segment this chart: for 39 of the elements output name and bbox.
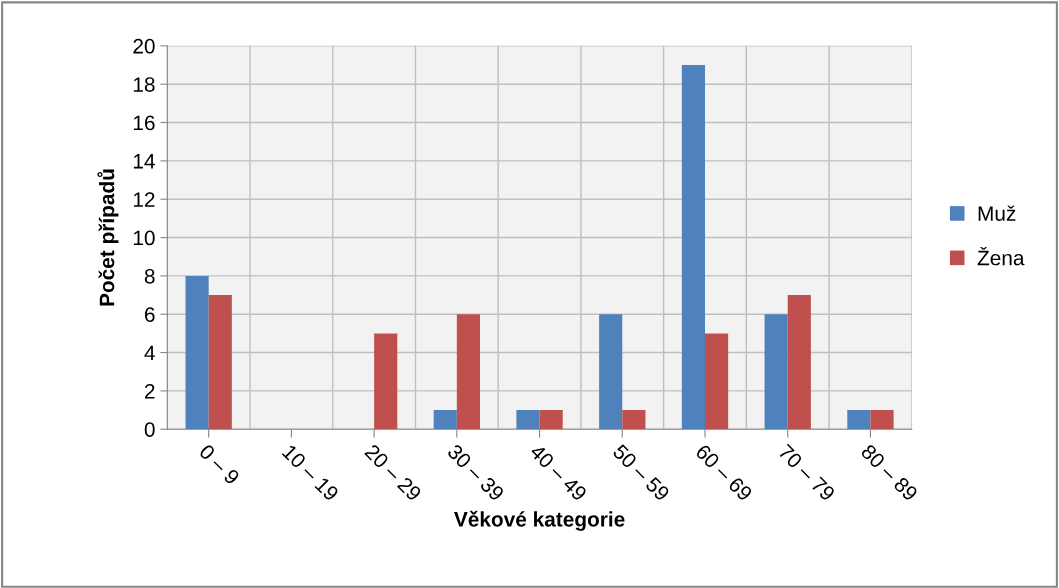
x-tick-label: 0 – 9 [198,443,241,486]
x-tick-label: 10 – 19 [281,443,340,502]
bar [764,314,788,430]
y-tick-label: 4 [144,345,155,361]
y-tick-label: 12 [133,192,155,207]
x-tick-label: 80 – 89 [860,443,919,502]
bar [787,295,811,430]
x-tick-label: 20 – 29 [364,443,423,502]
bar [847,410,871,430]
bar [681,65,705,430]
y-tick-label: 0 [144,422,155,437]
x-tick-label: 60 – 69 [694,443,754,502]
bar [374,333,398,430]
bar [870,410,894,430]
y-tick-label: 18 [133,77,155,92]
bar [622,410,646,430]
x-tick-label: 70 – 79 [777,443,836,502]
legend-label: Muž [978,205,1016,221]
y-tick-label: 2 [144,383,155,399]
bar [433,410,457,430]
bar [456,314,480,430]
x-tick-label: 30 – 39 [446,443,505,502]
x-tick-label: 40 – 49 [529,443,588,502]
y-tick-label: 20 [133,38,155,54]
y-tick-label: 6 [144,307,155,322]
x-tick-label: 50 – 59 [612,443,671,502]
y-tick-label: 14 [133,154,155,169]
bar [705,333,729,430]
bar [185,275,209,430]
bar [539,410,563,430]
y-tick-label: 8 [144,268,155,284]
bar [208,295,232,430]
y-axis-title: Počet případů [97,169,119,306]
bar [516,410,540,430]
x-axis-title: Věkové kategorie [454,510,625,531]
y-tick-label: 16 [133,115,155,131]
bar [599,314,623,430]
legend-label: Žena [977,246,1025,266]
y-tick-label: 10 [133,230,155,246]
